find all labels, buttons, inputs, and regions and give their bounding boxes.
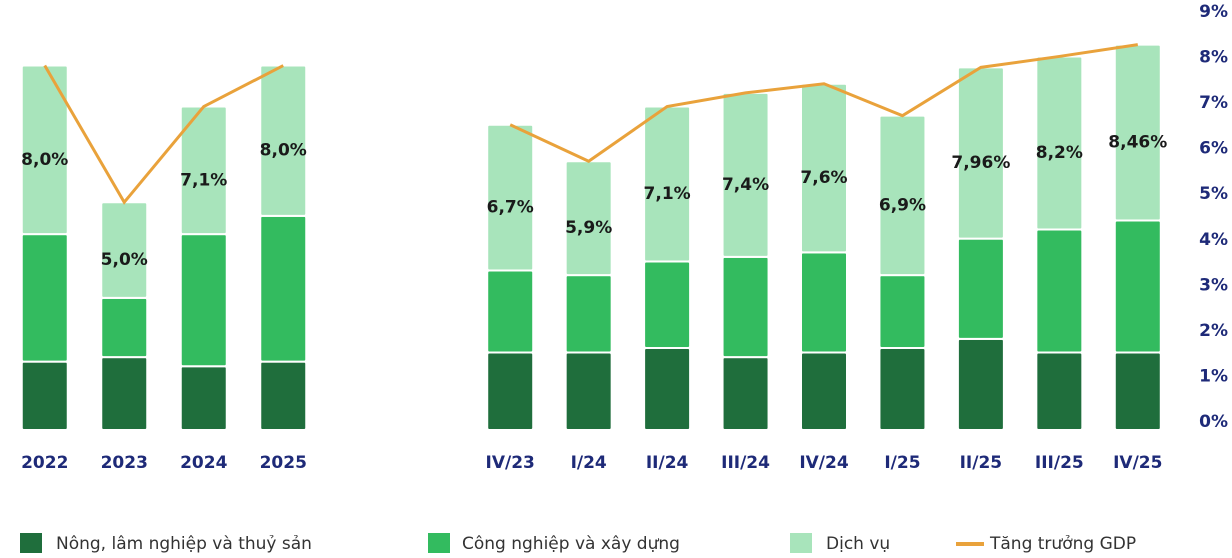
bar-segment bbox=[956, 337, 1005, 431]
x-tick-label: IV/23 bbox=[486, 453, 535, 473]
bar-segment bbox=[643, 260, 692, 350]
x-tick-label: 2025 bbox=[260, 453, 307, 473]
bar-segment bbox=[564, 274, 613, 354]
bar-segment bbox=[259, 360, 308, 431]
bar-segment bbox=[1035, 351, 1084, 431]
legend-swatch bbox=[790, 533, 812, 553]
legend-swatch bbox=[956, 542, 984, 546]
x-tick-label: IV/25 bbox=[1113, 453, 1162, 473]
data-label: 8,0% bbox=[21, 150, 68, 170]
bar-segment bbox=[486, 351, 535, 431]
gdp-line bbox=[509, 43, 1139, 163]
bar-segment bbox=[564, 351, 613, 431]
x-tick-label: II/25 bbox=[960, 453, 1003, 473]
y-tick-label: 6% bbox=[1199, 139, 1228, 159]
x-tick-label: III/25 bbox=[1035, 453, 1084, 473]
bar-segment bbox=[721, 356, 770, 431]
x-tick-label: 2024 bbox=[180, 453, 227, 473]
y-tick-label: 3% bbox=[1199, 275, 1228, 295]
bar-segment bbox=[100, 356, 149, 431]
y-tick-label: 5% bbox=[1199, 184, 1228, 204]
data-label: 6,9% bbox=[879, 195, 926, 215]
data-label: 7,1% bbox=[644, 184, 691, 204]
y-tick-label: 9% bbox=[1199, 2, 1228, 22]
x-tick-label: I/25 bbox=[884, 453, 920, 473]
bar-segment bbox=[878, 347, 927, 431]
bar-segment bbox=[643, 347, 692, 431]
y-tick-label: 1% bbox=[1199, 366, 1228, 386]
data-label: 8,0% bbox=[260, 141, 307, 161]
y-tick-label: 4% bbox=[1199, 230, 1228, 250]
legend-label: Tăng trưởng GDP bbox=[989, 534, 1136, 554]
y-tick-label: 0% bbox=[1199, 412, 1228, 432]
y-tick-label: 8% bbox=[1199, 48, 1228, 68]
bar-segment bbox=[800, 251, 848, 354]
data-label: 5,9% bbox=[565, 218, 612, 238]
data-label: 7,1% bbox=[180, 170, 227, 190]
bar-segment bbox=[179, 233, 228, 368]
gdp-line bbox=[43, 64, 284, 205]
bar-segment bbox=[721, 255, 770, 359]
data-label: 6,7% bbox=[487, 198, 534, 218]
bar-segment bbox=[878, 274, 927, 349]
x-tick-label: III/24 bbox=[721, 453, 770, 473]
y-tick-label: 2% bbox=[1199, 321, 1228, 341]
bar-segment bbox=[800, 351, 848, 431]
data-label: 7,96% bbox=[951, 153, 1010, 173]
bar-segment bbox=[20, 233, 69, 363]
bar-segment bbox=[1113, 219, 1162, 354]
y-tick-label: 7% bbox=[1199, 93, 1228, 113]
x-tick-label: II/24 bbox=[646, 453, 689, 473]
legend-label: Dịch vụ bbox=[826, 534, 890, 554]
x-tick-label: IV/24 bbox=[799, 453, 849, 473]
data-label: 8,46% bbox=[1108, 133, 1167, 153]
bar-segment bbox=[1113, 351, 1162, 431]
bar-segment bbox=[20, 360, 69, 431]
data-label: 7,4% bbox=[722, 175, 769, 195]
bar-segment bbox=[1035, 228, 1084, 354]
data-label: 7,6% bbox=[800, 168, 847, 188]
x-tick-label: I/24 bbox=[571, 453, 607, 473]
bar-segment bbox=[259, 214, 308, 363]
bar-segment bbox=[100, 296, 149, 359]
legend-swatch bbox=[428, 533, 450, 553]
legend-label: Công nghiệp và xây dựng bbox=[462, 534, 680, 554]
bar-segment bbox=[486, 269, 535, 354]
x-tick-label: 2023 bbox=[101, 453, 148, 473]
bar-segment bbox=[179, 365, 228, 432]
x-tick-label: 2022 bbox=[21, 453, 68, 473]
data-label: 5,0% bbox=[101, 250, 148, 270]
legend-swatch bbox=[20, 533, 42, 553]
legend-label: Nông, lâm nghiệp và thuỷ sản bbox=[56, 534, 312, 554]
data-label: 8,2% bbox=[1036, 143, 1083, 163]
bar-segment bbox=[956, 237, 1005, 340]
